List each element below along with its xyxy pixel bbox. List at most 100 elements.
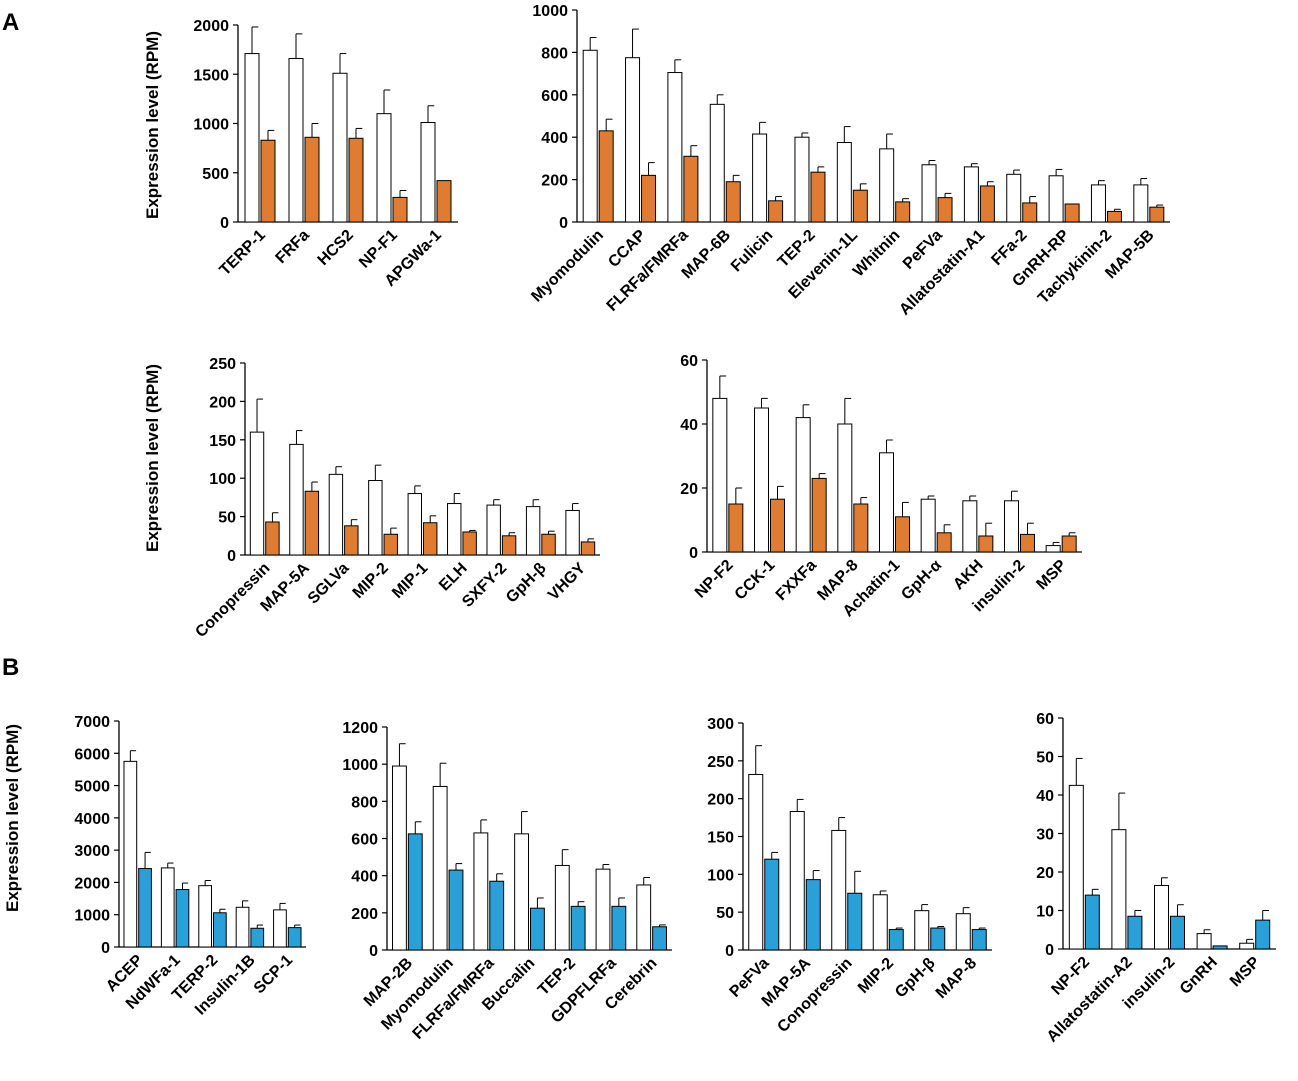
category-label: GnRH <box>1177 954 1221 998</box>
bar-colored-1 <box>805 879 821 951</box>
bar-colored-4 <box>768 200 784 223</box>
y-tick-label: 50 <box>218 510 236 527</box>
bar-white-5 <box>447 503 462 556</box>
bar-white-4 <box>879 452 894 553</box>
bar-white-8 <box>565 509 580 556</box>
bar-colored-0 <box>407 833 423 951</box>
bar-colored-6 <box>652 926 667 951</box>
category-label: MIP-1 <box>389 560 431 602</box>
bar-colored-8 <box>1061 535 1077 553</box>
y-tick-label: 7000 <box>74 714 110 731</box>
bar-white-0 <box>582 49 598 223</box>
bar-white-2 <box>795 417 811 553</box>
category-label: Fulicin <box>728 227 776 275</box>
y-tick-label: 60 <box>1036 711 1054 728</box>
y-tick-label: 400 <box>351 869 378 886</box>
bar-white-3 <box>368 480 383 556</box>
bar-white-0 <box>249 431 265 556</box>
chart-b1: 0 1000 2000 3000 4000 5000 6000 7000 Expression … <box>3 714 306 1019</box>
y-axis-label: Expression level (RPM) <box>143 31 162 219</box>
chart-b2: 020040060080010001200MAP-2BMyomodulinFLR… <box>342 720 672 1043</box>
bar-colored-0 <box>138 868 152 948</box>
y-tick-label: 20 <box>1036 865 1054 882</box>
bar-white-4 <box>1239 942 1255 950</box>
bar-white-0 <box>748 773 764 951</box>
bar-colored-3 <box>888 929 904 951</box>
bar-colored-2 <box>811 477 827 553</box>
bar-white-10 <box>1006 173 1022 223</box>
category-label: GpH-β <box>892 955 939 1002</box>
category-label: CCK-1 <box>732 557 779 604</box>
bar-white-12 <box>1090 184 1106 223</box>
y-tick-label: 800 <box>351 794 378 811</box>
bar-white-6 <box>486 504 501 556</box>
y-tick-label: 40 <box>1036 788 1054 805</box>
bar-colored-5 <box>810 171 826 223</box>
bar-white-1 <box>789 811 805 951</box>
y-tick-label: 5000 <box>74 779 110 796</box>
y-tick-label: 600 <box>351 832 378 849</box>
y-tick-label: 0 <box>559 215 568 232</box>
bar-colored-3 <box>250 927 265 948</box>
bar-colored-2 <box>489 880 505 951</box>
y-tick-label: 1000 <box>193 117 229 134</box>
bar-colored-6 <box>501 535 517 556</box>
y-tick-label: 200 <box>351 906 378 923</box>
bar-white-0 <box>712 397 728 553</box>
bar-white-3 <box>837 423 853 553</box>
category-label: MSP <box>1227 954 1264 991</box>
category-label: FXXFa <box>773 557 820 604</box>
bar-colored-2 <box>1170 915 1185 950</box>
y-axis-label: Expression level (RPM) <box>143 364 162 552</box>
panel-label-b: B <box>2 654 19 681</box>
bar-colored-10 <box>1022 202 1038 223</box>
y-tick-label: 100 <box>209 471 236 488</box>
bar-colored-5 <box>936 532 952 553</box>
bar-white-8 <box>1045 545 1061 553</box>
bar-colored-5 <box>971 929 987 951</box>
bar-white-7 <box>879 148 895 223</box>
chart-a2: 02004006008001000MyomodulinCCAPFLRFa/FMR… <box>528 3 1170 319</box>
y-tick-label: 200 <box>541 173 568 190</box>
y-tick-label: 0 <box>1045 942 1054 959</box>
y-tick-label: 150 <box>209 433 236 450</box>
bar-colored-1 <box>641 174 657 223</box>
bar-white-2 <box>473 832 489 951</box>
bar-white-5 <box>955 913 971 951</box>
y-tick-label: 400 <box>541 130 568 147</box>
bar-colored-5 <box>462 531 477 556</box>
bar-colored-1 <box>770 498 785 553</box>
bar-white-2 <box>328 473 344 556</box>
bar-colored-6 <box>978 535 994 553</box>
y-tick-label: 60 <box>680 353 698 370</box>
y-tick-label: 150 <box>707 830 734 847</box>
category-label: MSP <box>1033 557 1070 594</box>
y-tick-label: 250 <box>707 754 734 771</box>
y-tick-label: 30 <box>1036 827 1054 844</box>
y-tick-label: 200 <box>209 394 236 411</box>
bar-white-11 <box>1048 175 1064 223</box>
bar-white-6 <box>636 884 652 951</box>
bar-colored-0 <box>265 521 280 556</box>
y-tick-label: 500 <box>202 166 229 183</box>
category-label: AKH <box>950 557 987 594</box>
y-tick-label: 100 <box>707 867 734 884</box>
bar-colored-2 <box>683 155 699 223</box>
bar-white-2 <box>1154 884 1169 950</box>
y-tick-label: 800 <box>541 45 568 62</box>
bar-colored-2 <box>348 137 364 223</box>
bar-colored-4 <box>570 905 586 951</box>
category-label: GpH-α <box>898 557 945 604</box>
category-label: MIP-2 <box>350 560 392 602</box>
bar-colored-4 <box>423 522 438 556</box>
bar-white-1 <box>1111 829 1127 950</box>
y-tick-label: 0 <box>725 943 734 960</box>
bar-colored-3 <box>530 907 545 951</box>
category-label: MIP-2 <box>855 955 897 997</box>
bar-colored-3 <box>392 196 408 223</box>
bar-colored-0 <box>1084 894 1100 950</box>
bar-white-1 <box>432 785 448 951</box>
chart-b3: 050100150200250300PeFVaMAP-5AConopressin… <box>707 716 992 1036</box>
bar-colored-3 <box>1212 945 1228 950</box>
